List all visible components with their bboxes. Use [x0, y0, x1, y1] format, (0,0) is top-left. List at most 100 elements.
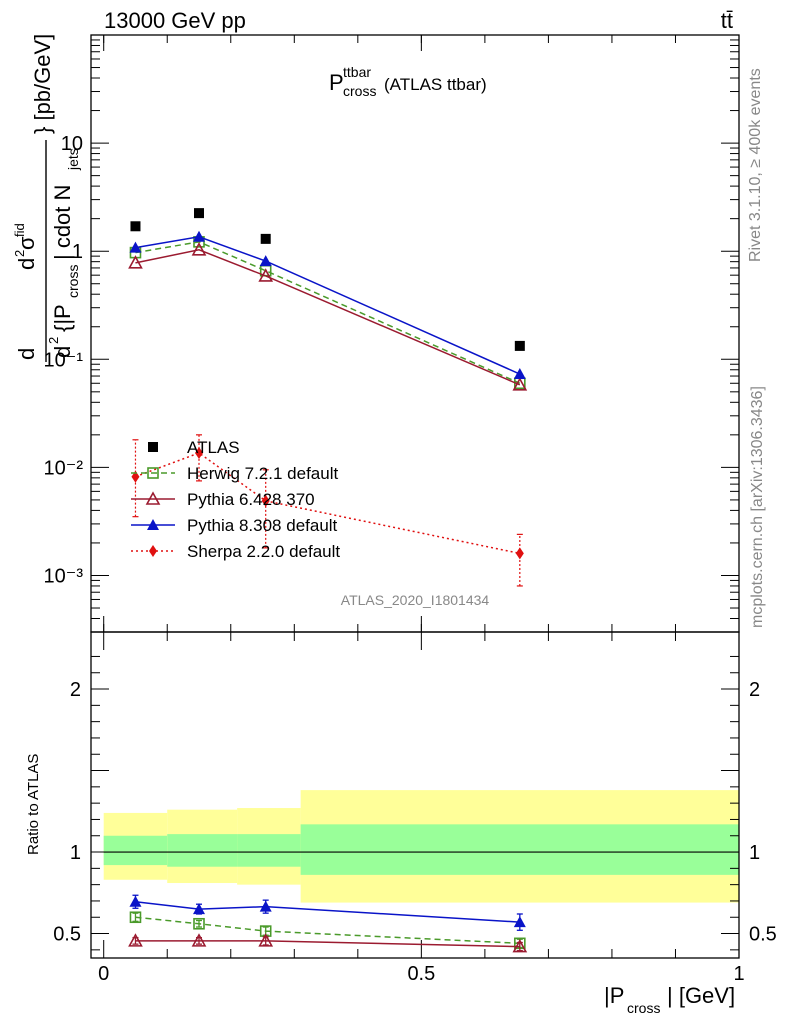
y-axis-label-fid: fid	[12, 223, 27, 237]
data-point	[513, 368, 526, 380]
analysis-id: ATLAS_2020_I1801434	[341, 592, 490, 608]
legend-label: Herwig 7.2.1 default	[187, 464, 338, 483]
legend-marker	[147, 467, 159, 479]
data-point	[191, 242, 207, 256]
y-axis-label-sigma: σ	[14, 236, 39, 250]
legend-label: Pythia 6.428 370	[187, 490, 315, 509]
ratio-point	[258, 933, 274, 947]
legend-label: ATLAS	[187, 438, 240, 457]
ratio-point	[513, 916, 526, 928]
ratio-series-pythia-8-308-default	[129, 894, 526, 931]
legend-entry: ATLAS	[148, 438, 240, 457]
legend-marker	[147, 519, 159, 530]
uncertainty-band-inner	[300, 824, 739, 875]
x-tick-label: 1	[733, 963, 744, 985]
ratio-point	[512, 938, 528, 953]
legend-entry: Pythia 8.308 default	[131, 516, 338, 535]
y-axis-label-two-b: 2	[46, 337, 61, 344]
data-point	[260, 233, 271, 244]
y-axis-label-two: 2	[12, 250, 27, 257]
series-pythia-8-308-default	[129, 230, 526, 380]
series-line	[135, 241, 521, 384]
y-axis-label-units: } [pb/GeV]	[30, 34, 55, 134]
ratio-series-pythia-6-428-370	[128, 933, 528, 953]
x-axis-label: |P cross | [GeV]	[604, 983, 735, 1016]
ratio-frame	[90, 631, 740, 959]
main-panel: 10⁻³ 10⁻² 10⁻¹ 1 10	[44, 34, 740, 633]
ratio-y-tick-label-right: 0.5	[749, 924, 777, 946]
data-point	[261, 494, 270, 507]
legend-entry: Sherpa 2.2.0 default	[131, 542, 340, 561]
legend-entry: Herwig 7.2.1 default	[131, 464, 338, 483]
ratio-point	[129, 911, 142, 924]
uncertainty-band-inner	[237, 834, 301, 867]
plot-title-sub: cross	[343, 83, 376, 99]
x-axis-label-main: |P	[604, 983, 624, 1008]
ratio-y-tick-label-right: 2	[749, 679, 760, 701]
data-point	[515, 547, 524, 560]
ratio-point	[193, 903, 205, 915]
y-axis-label-d-num: d	[14, 258, 39, 270]
x-tick-label: 0	[98, 963, 109, 985]
ratio-point	[191, 933, 207, 947]
data-point	[194, 208, 204, 219]
data-point	[258, 268, 274, 282]
uncertainty-band-inner	[167, 834, 238, 867]
legend-label: Sherpa 2.2.0 default	[187, 542, 340, 561]
data-point	[514, 340, 525, 351]
ratio-panel: 0.5 0.51 12 20 0.5 1	[53, 631, 777, 985]
y-axis-label-cdot: | cdot N	[50, 185, 75, 260]
ratio-point	[193, 917, 205, 930]
ratio-y-tick-label-right: 1	[749, 842, 760, 864]
plot-title-sup: ttbar	[343, 64, 371, 80]
y-axis-label-d2: d	[50, 346, 75, 358]
data-point	[193, 230, 205, 242]
data-point	[130, 221, 141, 232]
legend-entry: Pythia 6.428 370	[131, 490, 315, 509]
data-point	[259, 255, 272, 267]
plot-title-suffix: (ATLAS ttbar)	[384, 75, 487, 94]
ratio-line	[135, 901, 520, 923]
y-tick-label: 10⁻³	[44, 565, 84, 587]
x-tick-label: 0.5	[407, 963, 435, 985]
legend: ATLAS Herwig 7.2.1 default Pythia 6.428 37…	[131, 438, 340, 561]
legend-marker	[149, 545, 157, 557]
plot-title-main: P	[329, 70, 344, 95]
data-point	[128, 255, 143, 269]
legend-marker	[148, 442, 158, 452]
y-tick-label: 10	[61, 133, 83, 155]
legend-label: Pythia 8.308 default	[187, 516, 338, 535]
ratio-y-tick-label: 0.5	[53, 924, 81, 946]
data-point	[129, 241, 142, 253]
ratio-point	[129, 895, 142, 907]
y-axis-label-brace: {|P	[50, 304, 75, 332]
ratio-point	[259, 900, 272, 912]
series-herwig-7-2-1-default	[129, 236, 526, 390]
legend-marker	[145, 491, 161, 505]
x-axis-label-suffix: | [GeV]	[667, 983, 735, 1008]
mcplots-label: mcplots.cern.ch [arXiv:1306.3436]	[749, 386, 766, 628]
series-line	[135, 249, 521, 386]
ratio-y-tick-label: 2	[70, 679, 81, 701]
rivet-label: Rivet 3.1.10, ≥ 400k events	[747, 68, 764, 262]
energy-label: 13000 GeV pp	[104, 8, 246, 33]
series-sherpa-2-2-0-default	[131, 434, 524, 587]
y-axis-label-d: d	[14, 348, 39, 360]
series-pythia-6-428-370	[128, 242, 528, 391]
ratio-line	[135, 940, 520, 948]
ratio-point	[128, 933, 143, 947]
data-point	[512, 377, 528, 391]
ratio-line	[135, 916, 520, 945]
y-axis-label: d d 2 σ fid d 2 {|P cross | cdot N jets …	[12, 34, 81, 362]
y-axis-label-cross: cross	[65, 265, 81, 298]
y-tick-label: 10⁻²	[44, 457, 84, 479]
uncertainty-band-inner	[103, 835, 168, 866]
data-point	[195, 446, 203, 459]
y-axis-label-jets: jets	[65, 148, 81, 171]
y-tick-label: 10⁻¹	[44, 349, 84, 371]
series-line	[135, 235, 521, 375]
y-tick-label: 1	[72, 241, 83, 263]
x-axis-label-sub: cross	[627, 1000, 660, 1016]
process-label: tt̄	[721, 8, 733, 33]
